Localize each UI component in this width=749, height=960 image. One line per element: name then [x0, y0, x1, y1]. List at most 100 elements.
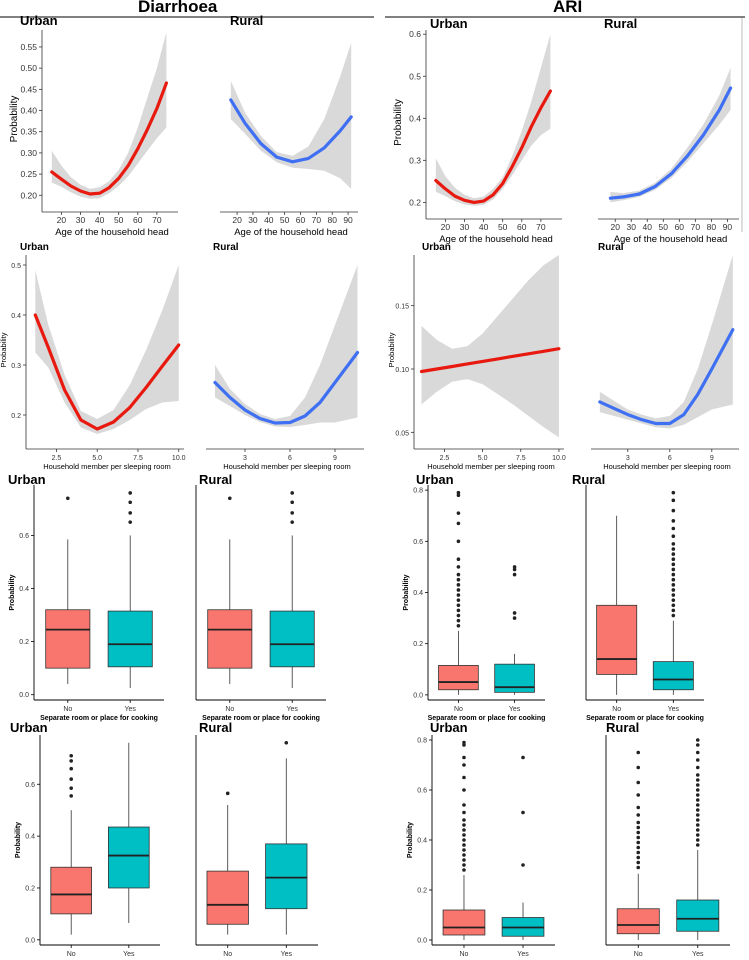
outlier-point	[456, 623, 461, 628]
confidence-band	[215, 265, 358, 427]
box-no	[442, 740, 486, 940]
outlier-point	[462, 848, 466, 852]
confidence-band	[230, 42, 352, 189]
iqr-box	[45, 609, 91, 669]
outlier-point	[69, 777, 73, 781]
x-axis-label: Separate room or place for cooking	[202, 715, 320, 722]
outlier-point	[671, 526, 676, 531]
x-tick-label: Yes	[668, 706, 680, 713]
outlier-point	[636, 860, 641, 865]
x-tick-label: 80	[707, 222, 717, 232]
outlier-point	[671, 577, 676, 582]
y-axis-label: Probability	[0, 332, 8, 367]
x-tick-label: 6	[668, 455, 672, 462]
x-tick-label: No	[225, 706, 234, 713]
ari-title: ARI	[553, 0, 583, 16]
outlier-point	[290, 500, 295, 505]
outlier-point	[290, 511, 295, 515]
y-tick-label: 0.5	[409, 71, 421, 81]
outlier-point	[636, 813, 641, 817]
panel-title: Rural	[213, 242, 239, 253]
outlier-point	[695, 798, 700, 802]
x-tick-label: 2.5	[440, 455, 450, 462]
outlier-point	[462, 823, 466, 827]
y-tick-label: 0.45	[20, 84, 37, 94]
x-tick-label: No	[223, 951, 232, 958]
y-tick-label: 0.0	[417, 938, 427, 945]
outlier-point	[462, 858, 466, 862]
panel-title: Rural	[199, 472, 232, 487]
box-no	[206, 791, 249, 935]
outlier-point	[456, 493, 461, 498]
y-tick-label: 0.3	[11, 363, 21, 370]
panel-title: Rural	[230, 13, 263, 28]
x-axis-label: Separate room or place for cooking	[586, 715, 704, 722]
outlier-point	[695, 788, 700, 792]
panel-diar-cook-rural: Rural No Yes Separate room or place for coo…	[195, 472, 326, 722]
box-no	[596, 515, 638, 695]
panel-title: Urban	[20, 242, 49, 253]
y-tick-label: 0.4	[19, 586, 29, 593]
y-tick-label: 0.2	[413, 641, 423, 648]
outlier-point	[456, 521, 461, 526]
iqr-box	[616, 908, 660, 935]
outlier-point	[695, 758, 700, 762]
y-tick-label: 0.4	[409, 113, 421, 123]
y-tick-label: 0.50	[20, 63, 37, 73]
outlier-point	[456, 539, 461, 544]
outlier-point	[695, 773, 700, 777]
y-tick-label: 0.4	[413, 590, 423, 597]
outlier-point	[66, 496, 70, 501]
outlier-point	[636, 793, 641, 797]
x-axis-label: Age of the household head	[55, 227, 169, 238]
outlier-point	[462, 743, 466, 747]
x-tick-label: 80	[327, 215, 337, 225]
x-tick-label: No	[454, 706, 463, 713]
y-tick-label: 0.3	[409, 155, 421, 165]
outlier-point	[462, 818, 466, 822]
outlier-point	[512, 567, 517, 572]
y-tick-label: 0.15	[395, 304, 409, 311]
x-tick-label: 7.5	[516, 455, 526, 462]
outlier-point	[695, 818, 700, 822]
fitted-line	[229, 98, 353, 164]
x-tick-label: 2.5	[52, 455, 62, 462]
x-axis-label: Age of the household head	[439, 234, 553, 245]
panel-ari-room-urban: Urban 2.5 5.0 7.5 10.0 0.05 0.10 0.15 Household …	[387, 242, 566, 471]
outlier-point	[695, 778, 700, 782]
outlier-point	[671, 572, 676, 577]
panel-title: Urban	[430, 16, 468, 31]
panel-title: Urban	[422, 242, 451, 253]
confidence-band	[599, 255, 733, 429]
outlier-point	[695, 833, 700, 837]
outlier-point	[671, 562, 676, 567]
outlier-point	[695, 793, 700, 797]
x-tick-label: 50	[659, 222, 669, 232]
outlier-point	[128, 500, 132, 505]
y-tick-label: 0.2	[409, 197, 421, 207]
y-tick-label: 0.2	[11, 413, 21, 420]
outlier-point	[671, 593, 676, 597]
x-tick-label: No	[634, 951, 643, 958]
x-tick-label: 5.0	[92, 455, 102, 462]
outlier-point	[512, 565, 517, 569]
x-tick-label: Yes	[692, 951, 704, 958]
y-tick-label: 0.6	[409, 29, 421, 39]
x-tick-label: 3	[626, 455, 630, 462]
iqr-box	[438, 665, 479, 691]
panel-title: Urban	[430, 720, 468, 735]
y-axis-label: Probability	[9, 574, 16, 610]
y-tick-label: 0.2	[19, 639, 29, 646]
outlier-point	[512, 611, 517, 615]
iqr-box	[676, 899, 720, 932]
outlier-point	[462, 843, 466, 847]
fitted-line	[598, 328, 735, 426]
outlier-point	[456, 618, 461, 623]
y-tick-label: 0.4	[417, 838, 427, 845]
outlier-point	[456, 557, 461, 562]
box-yes	[265, 740, 308, 935]
outlier-point	[671, 608, 676, 613]
panel-diar-age-rural: Rural 20 30 40 50 60 70 80 90 Age of the househol…	[220, 13, 358, 238]
outlier-point	[521, 810, 525, 815]
